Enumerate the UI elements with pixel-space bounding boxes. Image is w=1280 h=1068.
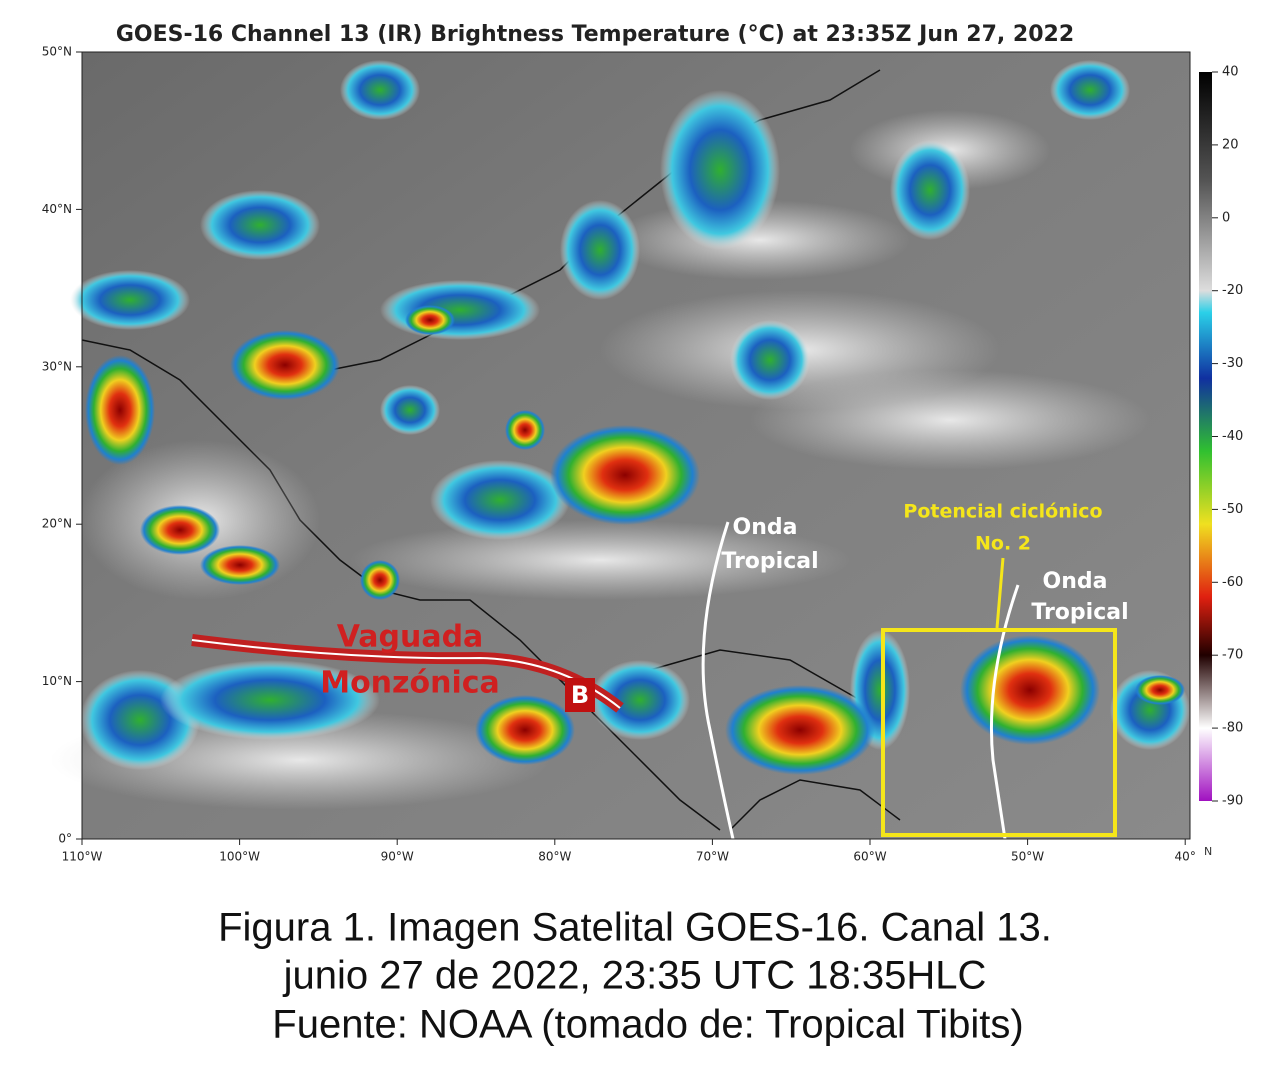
- convection: [430, 460, 570, 540]
- colorbar-label: -50: [1222, 502, 1243, 517]
- storm: [200, 545, 280, 585]
- lon-label: 70°W: [696, 850, 729, 864]
- lat-label: 40°N: [42, 202, 72, 216]
- storm: [505, 410, 545, 450]
- convection: [70, 270, 190, 330]
- convection: [890, 140, 970, 240]
- caption: Fuente: NOAA (tomado de: Tropical Tibits…: [272, 1003, 1023, 1047]
- lon-label: 100°W: [219, 850, 260, 864]
- colorbar-label: 0: [1222, 210, 1230, 225]
- lon-label: 40°: [1175, 850, 1196, 864]
- cyclone-label: Potencial ciclónico: [903, 501, 1102, 523]
- lat-label: 30°N: [42, 359, 72, 373]
- lat-label: 20°N: [42, 517, 72, 531]
- storm: [960, 635, 1100, 745]
- storm: [85, 355, 155, 465]
- convection: [590, 660, 690, 740]
- convection: [1050, 60, 1130, 120]
- cyclone-pointer: [995, 557, 1005, 629]
- lat-label: 50°N: [42, 45, 72, 59]
- colorbar-label: -20: [1222, 283, 1243, 298]
- convection: [200, 190, 320, 260]
- satellite-map: B Vaguada Monzónica Onda Tropical Onda T…: [50, 52, 1190, 840]
- colorbar-corner: N: [1204, 845, 1212, 858]
- wave-label: Tropical: [1031, 600, 1128, 625]
- colorbar-label: -80: [1222, 721, 1243, 736]
- lat-label: 0°: [58, 832, 72, 846]
- lon-label: 110°W: [62, 850, 103, 864]
- trough-label: Vaguada: [337, 620, 484, 655]
- wave-label: Tropical: [721, 549, 818, 574]
- lon-label: 90°W: [381, 850, 414, 864]
- colorbar-label: -70: [1222, 648, 1243, 663]
- colorbar-label: -60: [1222, 575, 1243, 590]
- cyclone-box: [881, 628, 1117, 837]
- colorbar: [1199, 72, 1212, 801]
- lon-label: 50°W: [1011, 850, 1044, 864]
- colorbar-label: -30: [1222, 356, 1243, 371]
- caption: junio 27 de 2022, 23:35 UTC 18:35HLC: [283, 954, 987, 998]
- tropical-wave-line: [989, 584, 1020, 840]
- storm: [550, 425, 700, 525]
- storm: [405, 305, 455, 335]
- convection: [160, 660, 380, 740]
- cloud: [750, 370, 1150, 470]
- storm: [1135, 675, 1185, 705]
- title: GOES-16 Channel 13 (IR) Brightness Tempe…: [116, 22, 1074, 47]
- storm: [475, 695, 575, 765]
- convection: [380, 385, 440, 435]
- lon-label: 60°W: [853, 850, 886, 864]
- colorbar-label: 20: [1222, 137, 1239, 152]
- wave-label: Onda: [733, 515, 798, 540]
- convection: [380, 280, 540, 340]
- map-frame: [81, 51, 1191, 840]
- convection: [730, 320, 810, 400]
- tropical-wave-line: [701, 521, 735, 840]
- colorbar-label: 40: [1222, 65, 1239, 80]
- storm: [230, 330, 340, 400]
- colorbar-label: -90: [1222, 794, 1243, 809]
- low-marker: [565, 678, 595, 712]
- cyclone-label: No. 2: [975, 533, 1031, 555]
- caption: Figura 1. Imagen Satelital GOES-16. Cana…: [218, 906, 1052, 950]
- colorbar-label: -40: [1222, 429, 1243, 444]
- storm: [360, 560, 400, 600]
- lat-label: 10°N: [42, 674, 72, 688]
- coastline: [81, 339, 861, 701]
- wave-label: Onda: [1043, 569, 1108, 594]
- convection: [340, 60, 420, 120]
- convection: [660, 90, 780, 250]
- cloud: [350, 520, 850, 600]
- trough-label: Monzónica: [320, 666, 500, 701]
- low-label: B: [571, 681, 589, 709]
- storm: [725, 685, 875, 775]
- storm: [140, 505, 220, 555]
- convection: [560, 200, 640, 300]
- lon-label: 80°W: [538, 850, 571, 864]
